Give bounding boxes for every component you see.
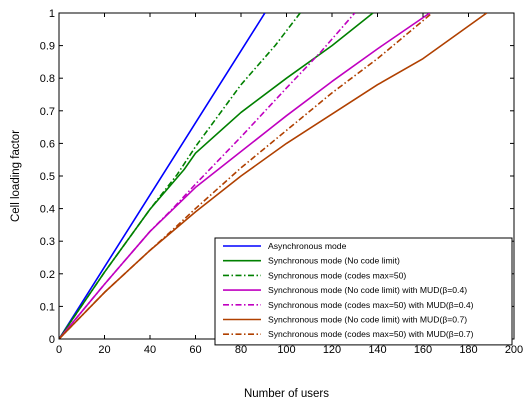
y-tick-label: 0.1	[40, 301, 55, 313]
legend-entry-7: Synchronous mode (codes max=50) with MUD…	[268, 329, 474, 339]
y-tick-label: 0.9	[40, 41, 55, 53]
x-tick-label: 160	[414, 344, 432, 356]
legend-entry-5: Synchronous mode (codes max=50) with MUD…	[268, 300, 474, 310]
legend-entry-6: Synchronous mode (No code limit) with MU…	[268, 315, 467, 325]
y-tick-label: 0.4	[40, 204, 55, 216]
legend-entry-1: Asynchronous mode	[268, 241, 347, 251]
y-tick-label: 0.8	[40, 73, 55, 85]
x-tick-label: 0	[56, 344, 62, 356]
legend-entry-4: Synchronous mode (No code limit) with MU…	[268, 285, 467, 295]
y-axis-label: Cell loading factor	[10, 130, 22, 222]
x-tick-label: 100	[277, 344, 295, 356]
series-line-1	[59, 13, 266, 339]
x-tick-label: 200	[505, 344, 523, 356]
legend-box	[214, 237, 513, 346]
y-tick-label: 0.7	[40, 106, 55, 118]
y-tick-label: 0.6	[40, 138, 55, 150]
series-line-4	[59, 13, 431, 339]
series-layer	[59, 13, 488, 339]
x-tick-label: 180	[459, 344, 477, 356]
x-tick-label: 40	[144, 344, 156, 356]
x-axis-label: Number of users	[244, 388, 329, 400]
x-tick-label: 60	[189, 344, 201, 356]
y-tick-label: 0.3	[40, 236, 55, 248]
x-tick-label: 120	[323, 344, 341, 356]
x-tick-label: 20	[98, 344, 110, 356]
series-line-5	[59, 13, 356, 339]
y-tick-label: 0.5	[40, 171, 55, 183]
x-tick-label: 140	[368, 344, 386, 356]
y-tick-label: 0.2	[40, 269, 55, 281]
series-line-2	[59, 13, 374, 339]
x-tick-label: 80	[235, 344, 247, 356]
y-tick-label: 0	[49, 334, 55, 346]
legend: Asynchronous mode Synchronous mode (No co…	[214, 237, 513, 346]
legend-entry-3: Synchronous mode (codes max=50)	[268, 270, 406, 280]
series-line-7	[59, 13, 433, 339]
legend-entry-2: Synchronous mode (No code limit)	[268, 256, 400, 266]
y-tick-label: 1	[49, 8, 55, 20]
